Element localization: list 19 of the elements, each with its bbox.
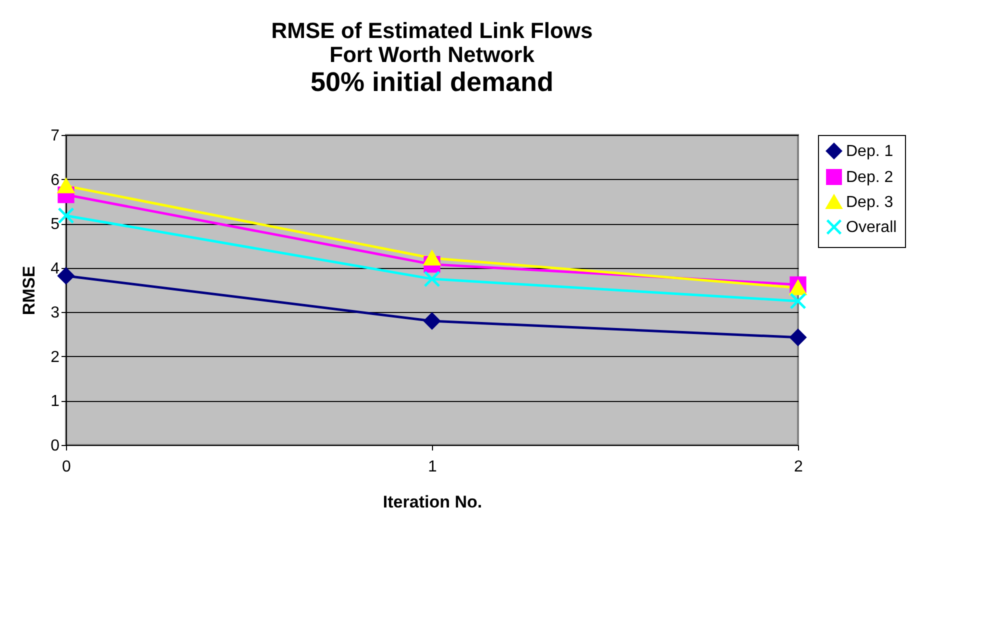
chart-title: RMSE of Estimated Link Flows Fort Worth Network [271,18,593,67]
y-tick-label: 1 [50,393,60,410]
x-tick-label: 1 [428,458,438,476]
chart-subtitle: 50% initial demand [310,67,554,97]
y-axis-title: RMSE [20,266,39,316]
x-tick-label: 2 [794,458,804,476]
x-tick-label: 0 [62,458,72,476]
y-tick-label: 7 [50,128,60,144]
y-tick-label: 0 [50,438,60,454]
legend-label: Dep. 1 [846,143,894,160]
x-axis-title: Iteration No. [382,492,482,512]
y-tick-label: 2 [50,348,60,366]
legend-label: Dep. 3 [846,194,894,211]
y-tick-label: 4 [50,260,60,278]
legend-label: Overall [846,219,897,236]
legend-label: Dep. 2 [846,169,894,186]
y-tick-label: 5 [50,216,60,234]
y-tick-label: 3 [50,304,60,322]
y-tick-label: 6 [50,172,60,189]
